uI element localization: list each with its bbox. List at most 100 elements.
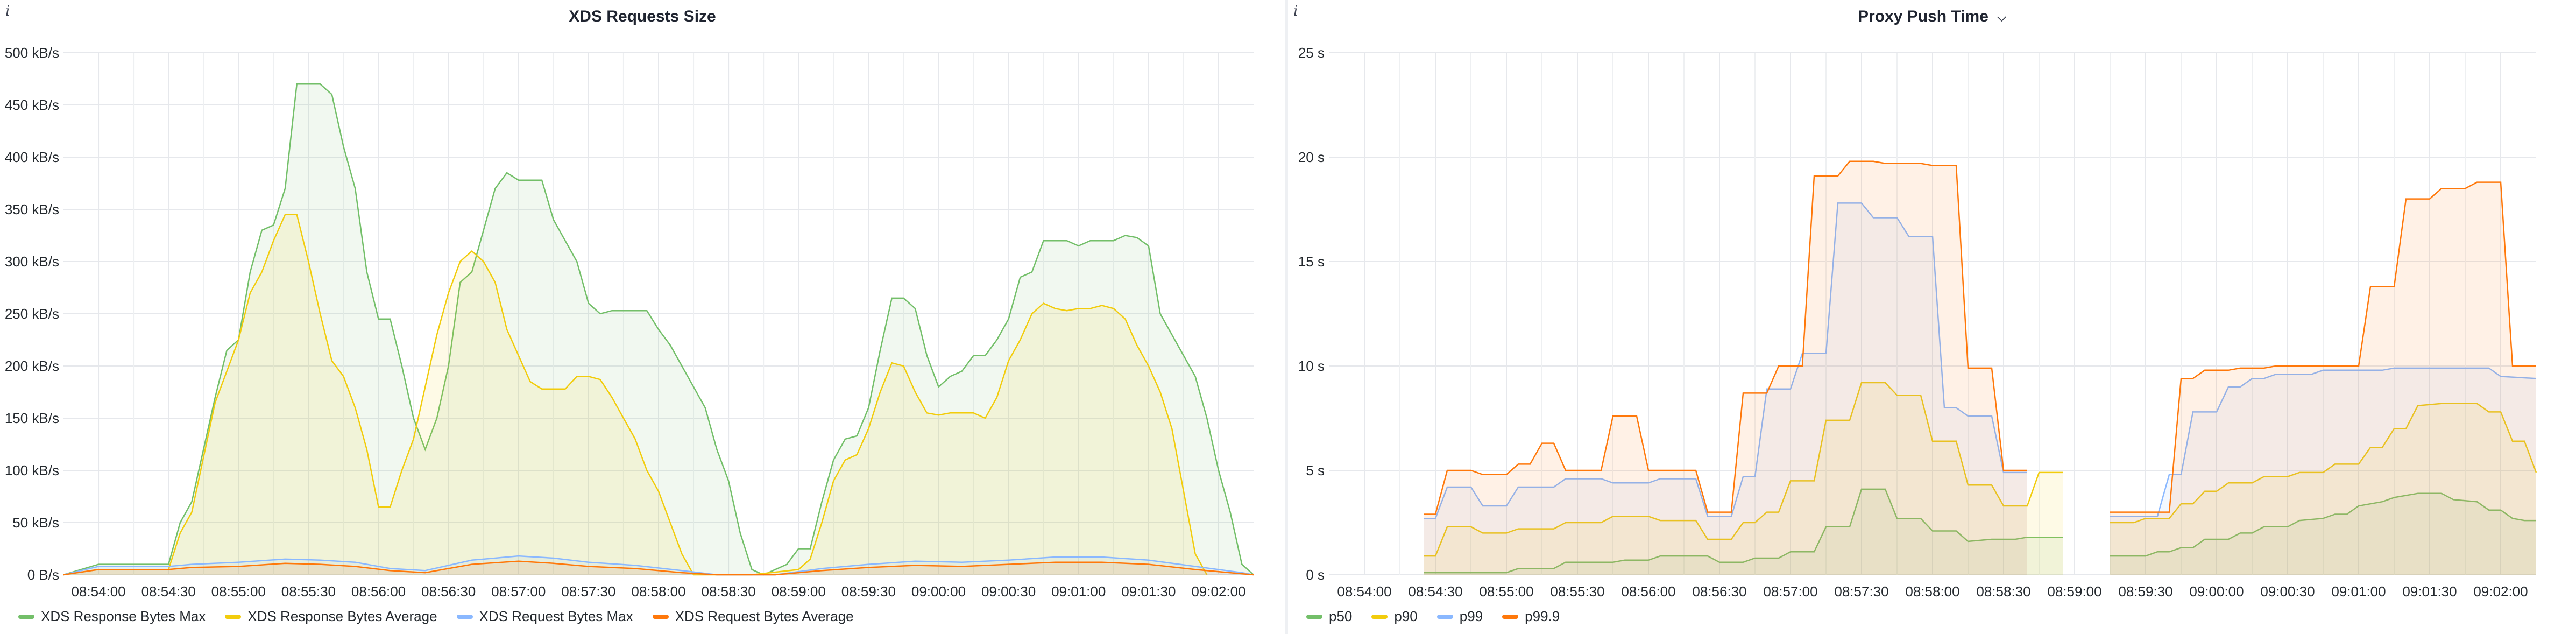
x-tick-label: 09:00:30 xyxy=(2260,583,2315,600)
series-xds-response-bytes-max xyxy=(63,83,1254,576)
series-line xyxy=(63,560,1254,576)
series-line xyxy=(1424,202,2027,519)
series-xds-request-bytes-average xyxy=(63,560,1254,576)
series-area xyxy=(2110,493,2536,575)
legend-item[interactable]: XDS Response Bytes Max xyxy=(18,608,206,625)
legend-label: p99 xyxy=(1459,608,1483,624)
x-tick-label: 09:01:00 xyxy=(1051,583,1106,600)
y-tick-label: 10 s xyxy=(1298,358,1325,374)
series-area xyxy=(2110,368,2536,575)
x-tick-label: 09:01:30 xyxy=(1121,583,1176,600)
series-line xyxy=(2110,367,2537,517)
x-tick-label: 08:54:30 xyxy=(141,583,196,600)
y-tick-label: 100 kB/s xyxy=(5,462,59,478)
series-p90 xyxy=(1424,382,2537,575)
series-area xyxy=(63,214,1207,575)
panel-divider xyxy=(1285,0,1288,634)
legend-label: p90 xyxy=(1394,608,1418,624)
y-tick-label: 500 kB/s xyxy=(5,45,59,61)
series-p50 xyxy=(1424,488,2536,575)
y-tick-label: 300 kB/s xyxy=(5,253,59,270)
legend-label: XDS Response Bytes Average xyxy=(247,608,437,624)
x-tick-label: 08:58:00 xyxy=(1905,583,1959,600)
info-icon[interactable]: i xyxy=(1293,3,1298,19)
series-line xyxy=(1424,382,2063,557)
y-tick-label: 20 s xyxy=(1298,149,1325,165)
y-tick-label: 25 s xyxy=(1298,45,1325,61)
legend-item[interactable]: p99 xyxy=(1436,608,1483,625)
x-tick-label: 09:02:00 xyxy=(1191,583,1245,600)
x-tick-label: 08:59:00 xyxy=(2047,583,2101,600)
series-area xyxy=(1424,383,2063,575)
series-area xyxy=(2110,182,2536,575)
x-tick-label: 09:01:30 xyxy=(2402,583,2457,600)
series-p99 xyxy=(1424,202,2537,575)
panel-xds-requests-size: i XDS Requests Size 0 B/s 50 kB/s 100 kB/s… xyxy=(0,0,1285,634)
panel-proxy-push-time: i Proxy Push Time ⌵ 0 s 5 s 10 s 15 s 20 s 25… xyxy=(1288,0,2576,634)
series-line xyxy=(63,214,1208,576)
series-line xyxy=(2110,492,2536,557)
legend-item[interactable]: XDS Request Bytes Max xyxy=(456,608,633,625)
panel-title-wrap[interactable]: Proxy Push Time ⌵ xyxy=(1288,8,2576,26)
y-tick-label: 0 B/s xyxy=(27,567,59,583)
info-icon[interactable]: i xyxy=(5,3,10,19)
y-tick-label: 50 kB/s xyxy=(12,515,59,531)
x-tick-label: 08:56:00 xyxy=(1621,583,1675,600)
series-line xyxy=(63,555,1254,576)
legend-swatch xyxy=(18,614,34,619)
y-tick-label: 200 kB/s xyxy=(5,358,59,374)
legend-item[interactable]: p99.9 xyxy=(1502,608,1560,625)
panel-title[interactable]: XDS Requests Size xyxy=(569,8,716,25)
series-line xyxy=(1424,160,2027,515)
x-tick-label: 08:54:00 xyxy=(71,583,125,600)
y-tick-label: 5 s xyxy=(1306,462,1325,478)
legend-label: XDS Response Bytes Max xyxy=(41,608,206,624)
legend-label: p99.9 xyxy=(1525,608,1560,624)
legend-swatch xyxy=(1436,614,1453,619)
x-tick-label: 08:55:30 xyxy=(281,583,336,600)
series-line xyxy=(2110,403,2537,524)
x-tick-label: 08:59:00 xyxy=(772,583,826,600)
y-tick-label: 350 kB/s xyxy=(5,201,59,217)
panel-title[interactable]: Proxy Push Time xyxy=(1858,8,1988,25)
x-tick-label: 08:55:00 xyxy=(211,583,266,600)
x-tick-label: 08:58:30 xyxy=(1976,583,2030,600)
x-tick-label: 08:59:30 xyxy=(2118,583,2172,600)
x-tick-label: 08:57:30 xyxy=(1834,583,1888,600)
x-tick-label: 08:57:00 xyxy=(1763,583,1817,600)
legend-swatch xyxy=(1306,614,1322,619)
series-xds-request-bytes-max xyxy=(63,555,1254,576)
x-tick-label: 09:02:00 xyxy=(2473,583,2528,600)
x-tick-label: 08:59:30 xyxy=(841,583,896,600)
chart-legend: p50 p90 p99 p99.9 xyxy=(1306,608,1560,625)
legend-swatch xyxy=(1502,614,1519,619)
legend-item[interactable]: XDS Request Bytes Average xyxy=(652,608,854,625)
x-tick-label: 08:56:30 xyxy=(421,583,476,600)
y-tick-label: 400 kB/s xyxy=(5,149,59,165)
legend-label: XDS Request Bytes Average xyxy=(675,608,854,624)
legend-item[interactable]: p90 xyxy=(1371,608,1418,625)
legend-label: XDS Request Bytes Max xyxy=(479,608,633,624)
series-line xyxy=(1424,488,2063,574)
x-tick-label: 08:56:00 xyxy=(351,583,406,600)
y-tick-label: 250 kB/s xyxy=(5,306,59,322)
series-area xyxy=(2110,403,2536,575)
y-tick-label: 15 s xyxy=(1298,253,1325,270)
xds-requests-size-chart: 0 B/s 50 kB/s 100 kB/s 150 kB/s 200 kB/s 250 … xyxy=(5,45,1254,600)
chevron-down-icon[interactable]: ⌵ xyxy=(1997,10,2006,24)
series-area xyxy=(1424,489,2063,575)
series-area xyxy=(1424,161,2027,575)
y-tick-label: 0 s xyxy=(1306,567,1325,583)
x-tick-label: 09:00:00 xyxy=(911,583,966,600)
legend-item[interactable]: p50 xyxy=(1306,608,1352,625)
proxy-push-time-chart: 0 s 5 s 10 s 15 s 20 s 25 s 08:54:00 08:54:30 08… xyxy=(1298,45,2537,600)
legend-swatch xyxy=(225,614,242,619)
chart-legend: XDS Response Bytes Max XDS Response Bytes… xyxy=(18,608,854,625)
series-xds-response-bytes-average xyxy=(63,214,1208,576)
series-area xyxy=(63,561,1254,575)
legend-item[interactable]: XDS Response Bytes Average xyxy=(225,608,437,625)
legend-swatch xyxy=(456,614,473,619)
x-tick-label: 08:55:30 xyxy=(1550,583,1604,600)
series-line xyxy=(63,83,1254,576)
x-tick-label: 08:58:30 xyxy=(702,583,756,600)
